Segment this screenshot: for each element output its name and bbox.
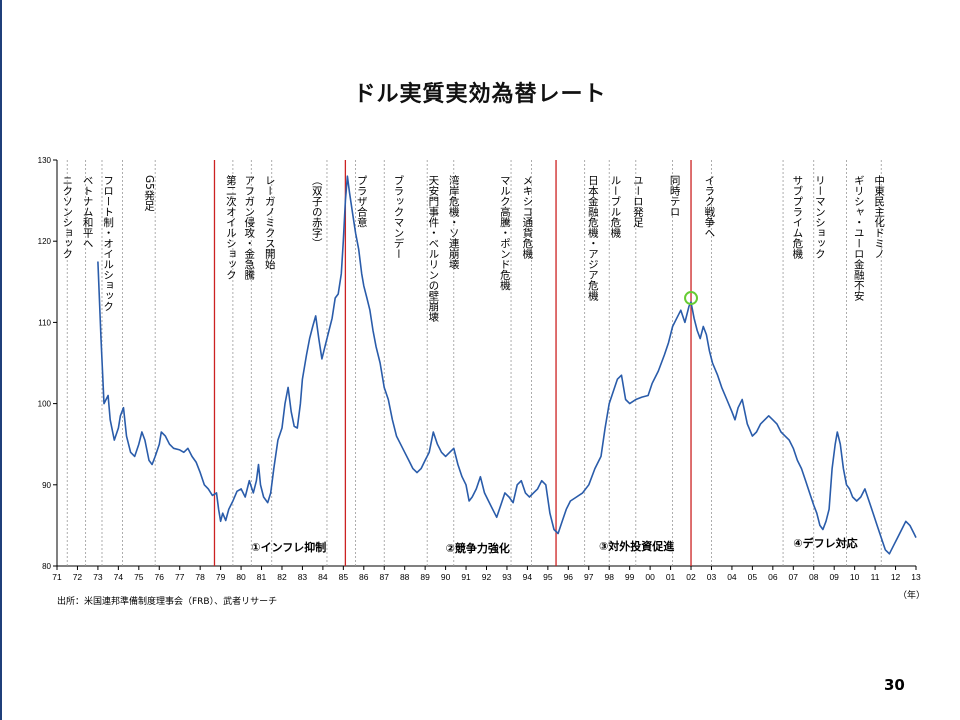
y-tick-label: 80 bbox=[42, 562, 51, 571]
x-tick-label: 05 bbox=[748, 572, 758, 582]
event-label: ルーブル危機 bbox=[609, 175, 622, 238]
event-label: メキシコ通貨危機 bbox=[521, 175, 534, 259]
x-tick-label: 73 bbox=[93, 572, 103, 582]
y-tick-label: 120 bbox=[38, 237, 52, 246]
dollar-rate-line bbox=[97, 175, 917, 555]
event-label: イラク戦争へ bbox=[703, 175, 716, 238]
event-label: G5発足 bbox=[143, 175, 156, 211]
x-tick-label: 82 bbox=[277, 572, 287, 582]
x-tick-label: 80 bbox=[236, 572, 246, 582]
x-tick-label: 79 bbox=[216, 572, 226, 582]
phase-label: ①インフレ抑制 bbox=[251, 541, 327, 555]
chart-title: ドル実質実効為替レート bbox=[353, 82, 607, 107]
x-tick-label: 78 bbox=[195, 572, 205, 582]
y-tick-label: 130 bbox=[38, 156, 52, 165]
event-label: 中東民主化ドミノ bbox=[873, 175, 886, 259]
x-tick-label: 86 bbox=[359, 572, 369, 582]
x-tick-label: 92 bbox=[482, 572, 492, 582]
x-tick-label: 96 bbox=[564, 572, 574, 582]
x-tick-label: 03 bbox=[707, 572, 717, 582]
event-label: フロート制・オイルショック bbox=[102, 175, 115, 312]
x-axis-unit: （年） bbox=[898, 591, 926, 601]
x-tick-label: 94 bbox=[523, 572, 533, 582]
x-tick-label: 06 bbox=[768, 572, 778, 582]
event-label: ギリシャ・ユーロ金融不安 bbox=[852, 175, 865, 301]
event-label: ニクソンショック bbox=[61, 175, 74, 259]
x-tick-label: 12 bbox=[891, 572, 901, 582]
x-tick-label: 01 bbox=[666, 572, 676, 582]
page-number: 30 bbox=[884, 676, 905, 694]
x-tick-label: 81 bbox=[257, 572, 267, 582]
slide-left-border bbox=[0, 0, 2, 720]
x-tick-label: 00 bbox=[645, 572, 655, 582]
x-tick-label: 13 bbox=[911, 572, 921, 582]
x-tick-label: 76 bbox=[155, 572, 165, 582]
event-label: ブラックマンデー bbox=[392, 175, 405, 259]
x-tick-label: 99 bbox=[625, 572, 635, 582]
phase-label: ④デフレ対応 bbox=[793, 537, 858, 551]
x-tick-label: 88 bbox=[400, 572, 410, 582]
x-tick-label: 87 bbox=[380, 572, 390, 582]
event-label: マルク高騰・ポンド危機 bbox=[498, 175, 511, 291]
x-tick-label: 95 bbox=[543, 572, 553, 582]
source-note: 出所：米国連邦準備制度理事会（FRB）、武者リサーチ bbox=[57, 597, 278, 607]
x-tick-label: 77 bbox=[175, 572, 185, 582]
x-tick-label: 91 bbox=[461, 572, 471, 582]
x-tick-label: 07 bbox=[789, 572, 799, 582]
x-tick-label: 98 bbox=[604, 572, 614, 582]
x-tick-label: 11 bbox=[871, 572, 880, 582]
x-tick-label: 83 bbox=[298, 572, 308, 582]
x-tick-label: 04 bbox=[727, 572, 737, 582]
x-tick-label: 10 bbox=[850, 572, 860, 582]
event-label: アフガン侵攻・金急騰 bbox=[243, 175, 256, 280]
x-tick-label: 02 bbox=[686, 572, 696, 582]
y-tick-label: 90 bbox=[42, 481, 51, 490]
x-tick-label: 71 bbox=[52, 572, 62, 582]
y-tick-label: 110 bbox=[38, 318, 51, 327]
event-label: 第二次オイルショック bbox=[224, 175, 237, 280]
x-tick-label: 97 bbox=[584, 572, 594, 582]
x-tick-label: 90 bbox=[441, 572, 451, 582]
event-label: 湾岸危機・ソ連崩壊 bbox=[447, 175, 460, 270]
event-label: ユーロ発足 bbox=[631, 175, 644, 228]
x-tick-label: 72 bbox=[73, 572, 83, 582]
event-label: 同時テロ bbox=[668, 175, 681, 217]
x-tick-label: 89 bbox=[420, 572, 430, 582]
x-tick-label: 74 bbox=[114, 572, 124, 582]
event-label: レーガノミクス開始 bbox=[263, 175, 276, 270]
x-tick-label: 75 bbox=[134, 572, 144, 582]
event-label: （双子の赤字） bbox=[310, 175, 323, 249]
event-label: プラザ合意 bbox=[355, 175, 368, 228]
x-tick-label: 93 bbox=[502, 572, 512, 582]
event-label: 天安門事件・ベルリンの壁崩壊 bbox=[427, 175, 440, 322]
highlight-marker bbox=[684, 291, 699, 306]
event-label: リーマンショック bbox=[813, 175, 826, 259]
x-tick-label: 84 bbox=[318, 572, 328, 582]
event-label: サブプライム危機 bbox=[791, 175, 804, 259]
phase-label: ②競争力強化 bbox=[445, 542, 510, 556]
event-label: ベトナム和平へ bbox=[81, 175, 94, 249]
phase-label: ③対外投資促進 bbox=[598, 539, 675, 553]
event-label: 日本金融危機・アジア危機 bbox=[586, 175, 599, 301]
x-tick-label: 85 bbox=[339, 572, 349, 582]
x-tick-label: 09 bbox=[829, 572, 839, 582]
y-tick-label: 100 bbox=[38, 400, 52, 409]
x-tick-label: 08 bbox=[809, 572, 819, 582]
